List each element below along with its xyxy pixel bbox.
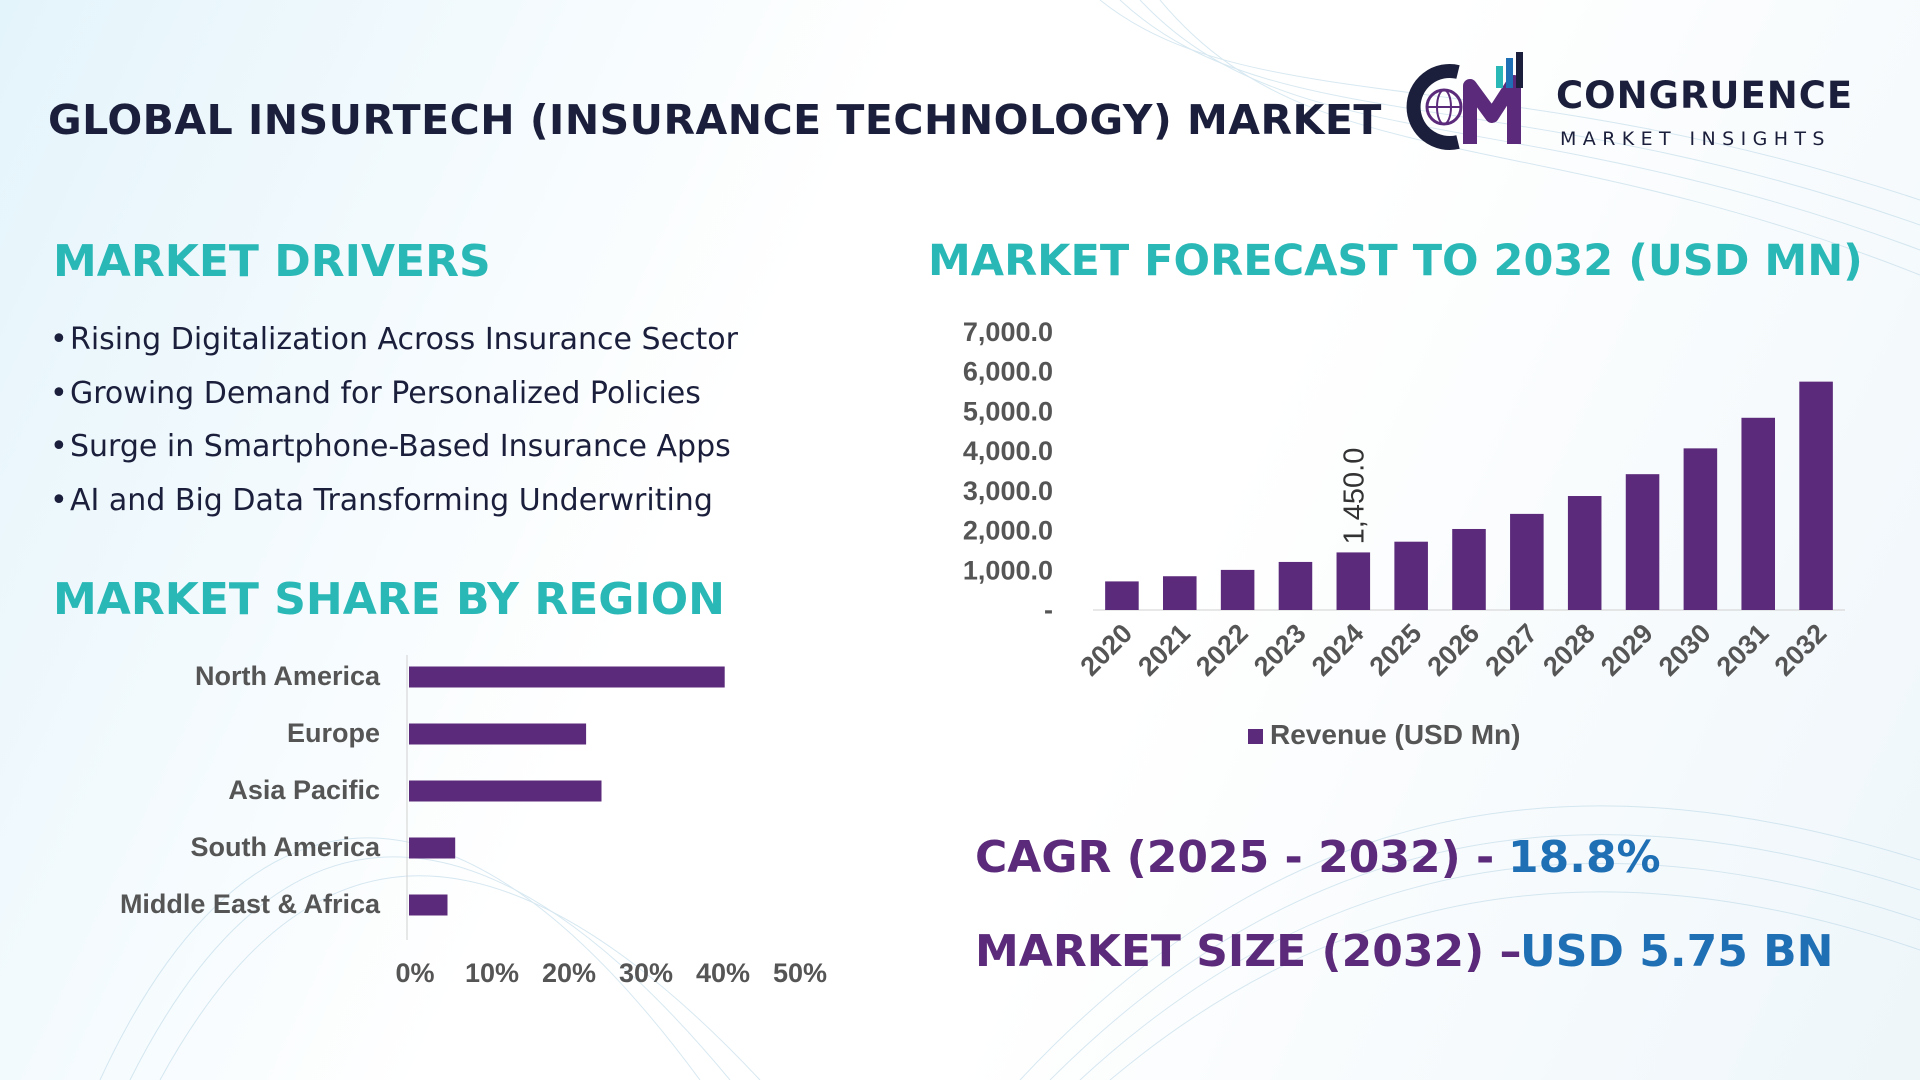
forecast-x-tick: 2022 (1190, 618, 1254, 682)
forecast-bar (1336, 552, 1371, 610)
forecast-y-tick: 1,000.0 (963, 555, 1053, 585)
logo-mark (1406, 52, 1523, 150)
forecast-bar (1683, 448, 1718, 610)
region-x-tick: 20% (542, 958, 596, 988)
forecast-y-tick: 4,000.0 (963, 436, 1053, 466)
forecast-bar (1394, 541, 1428, 610)
forecast-x-tick: 2023 (1248, 618, 1312, 682)
forecast-bar-chart: - 1,000.0 2,000.0 3,000.0 4,000.0 5,000.0 6,00… (963, 317, 1845, 750)
market-drivers-title: MARKET DRIVERS (53, 236, 491, 287)
market-size-value: USD 5.75 BN (1520, 926, 1834, 977)
region-bar (409, 837, 456, 859)
cagr-label: CAGR (2025 - 2032) - (975, 832, 1495, 883)
forecast-y-tick: 6,000.0 (963, 357, 1053, 387)
forecast-y-tick: - (1044, 595, 1053, 625)
forecast-data-label: 1,450.0 (1338, 448, 1370, 545)
forecast-y-tick: 2,000.0 (963, 516, 1053, 546)
forecast-bar (1799, 381, 1833, 610)
market-forecast-title: MARKET FORECAST TO 2032 (USD MN) (928, 236, 1863, 286)
forecast-y-tick: 5,000.0 (963, 396, 1053, 426)
region-bar (409, 666, 725, 688)
driver-item: •AI and Big Data Transforming Underwriti… (50, 482, 713, 518)
logo-tagline: MARKET INSIGHTS (1560, 128, 1831, 150)
region-label: South America (190, 832, 381, 862)
brand-logo: CONGRUENCE MARKET INSIGHTS (1400, 52, 1870, 162)
forecast-x-tick: 2032 (1769, 618, 1833, 682)
region-x-tick: 30% (619, 958, 673, 988)
forecast-x-tick: 2024 (1306, 618, 1370, 682)
region-label: Europe (287, 718, 380, 748)
region-x-tick: 50% (773, 958, 827, 988)
market-size-label: MARKET SIZE (2032) – (975, 926, 1522, 977)
forecast-x-tick: 2031 (1711, 618, 1775, 682)
forecast-bar (1162, 576, 1197, 610)
forecast-bar (1452, 528, 1486, 610)
forecast-x-tick: 2025 (1364, 618, 1428, 682)
forecast-bar (1105, 581, 1139, 610)
region-share-bar-chart: North America Europe Asia Pacific South Ame… (120, 655, 827, 988)
forecast-x-tick: 2027 (1479, 618, 1543, 682)
forecast-x-tick: 2026 (1422, 618, 1486, 682)
forecast-bar (1278, 561, 1313, 610)
forecast-x-tick: 2029 (1595, 618, 1659, 682)
region-bar (409, 723, 587, 745)
page-title: GLOBAL INSURTECH (INSURANCE TECHNOLOGY) … (48, 96, 1382, 144)
bullet-icon: • (50, 482, 68, 518)
forecast-bar (1741, 417, 1776, 610)
driver-item: •Surge in Smartphone-Based Insurance App… (50, 429, 731, 464)
region-bar (409, 894, 448, 916)
region-label: Asia Pacific (228, 775, 380, 805)
region-label: North America (195, 661, 381, 691)
forecast-y-tick: 3,000.0 (963, 476, 1053, 506)
region-x-tick: 10% (465, 958, 519, 988)
region-x-tick: 40% (696, 958, 750, 988)
driver-item: •Growing Demand for Personalized Policie… (50, 375, 701, 411)
forecast-x-tick: 2020 (1074, 618, 1138, 682)
forecast-x-tick: 2021 (1132, 618, 1196, 682)
region-bar (409, 780, 602, 802)
bullet-icon: • (50, 322, 68, 357)
region-label: Middle East & Africa (120, 889, 381, 919)
logo-name: CONGRUENCE (1556, 74, 1854, 117)
bullet-icon: • (50, 375, 68, 411)
forecast-bar (1625, 474, 1660, 610)
region-share-title: MARKET SHARE BY REGION (53, 574, 725, 625)
forecast-bar (1567, 496, 1602, 610)
cagr-value: 18.8% (1508, 832, 1661, 883)
forecast-bar (1510, 513, 1544, 610)
forecast-y-tick: 7,000.0 (963, 317, 1053, 347)
region-x-tick: 0% (395, 958, 434, 988)
driver-item: •Rising Digitalization Across Insurance … (50, 322, 738, 357)
bullet-icon: • (50, 429, 68, 464)
forecast-x-tick: 2030 (1653, 618, 1717, 682)
forecast-x-tick: 2028 (1537, 618, 1601, 682)
legend-label: Revenue (USD Mn) (1270, 719, 1520, 750)
market-drivers-list: •Rising Digitalization Across Insurance … (50, 322, 738, 536)
legend-swatch (1248, 729, 1263, 744)
forecast-bar (1220, 569, 1255, 610)
